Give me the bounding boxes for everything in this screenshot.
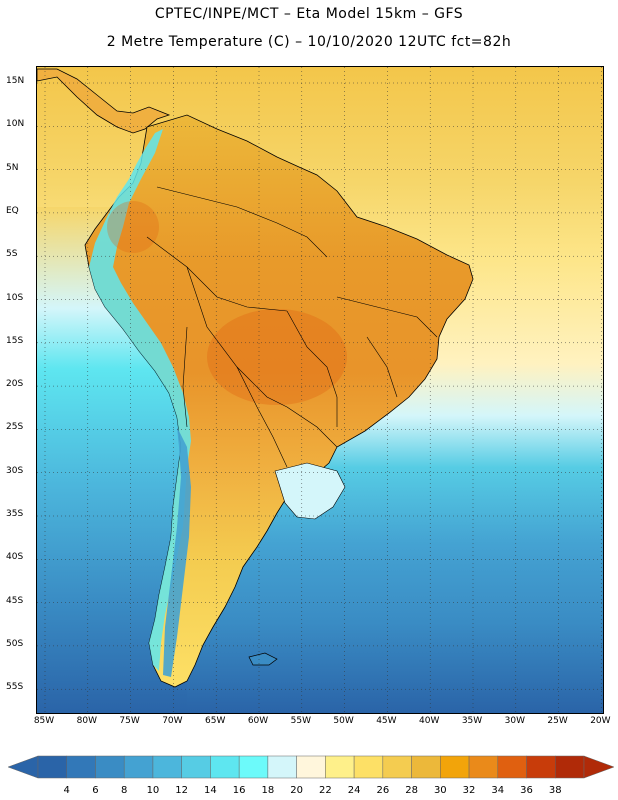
latitude-label: 10S [6,292,24,303]
latitude-label: 45S [6,595,24,606]
map-subtitle: 2 Metre Temperature (C) – 10/10/2020 12U… [106,34,512,50]
legend-level-label: 4 [63,785,70,796]
longitude-label: 40W [419,716,440,726]
legend-level-label: 18 [261,785,275,796]
legend-level-label: 38 [548,785,562,796]
latitude-label: 50S [6,638,24,649]
falkland-islands [248,652,278,666]
latitude-label: 5N [6,162,19,173]
longitude-label: 50W [333,716,354,726]
legend-color-box [411,755,441,779]
legend-color-box [468,755,499,779]
longitude-label: 20W [590,716,611,726]
legend-level-label: 20 [290,785,303,796]
longitude-label: 65W [205,716,226,726]
longitude-label: 60W [247,716,269,726]
latitude-label: 40S [6,552,24,563]
color-legend [8,755,614,779]
longitude-label: 75W [119,716,140,726]
country-borders [146,186,438,468]
longitude-label: 35W [461,716,483,726]
legend-color-box [123,755,154,779]
legend-level-label: 32 [462,785,476,796]
legend-level-label: 24 [347,785,361,796]
legend-over-triangle [583,755,614,779]
latitude-label: EQ [6,205,19,216]
longitude-label: 80W [76,716,97,726]
latitude-label: 30S [6,465,24,476]
legend-under-triangle [8,755,39,779]
legend-level-label: 26 [376,785,390,796]
legend-color-box [497,755,527,779]
legend-level-label: 30 [433,785,447,796]
hot-interior-region [207,309,347,405]
legend-color-box [152,755,182,779]
legend-color-box [296,755,326,779]
legend-level-label: 28 [405,785,418,796]
latitude-label: 15N [6,76,25,86]
temperature-map [37,67,603,713]
legend-level-label: 36 [520,785,533,796]
legend-level-label: 16 [232,785,246,796]
latitude-label: 55S [6,682,24,693]
legend-level-label: 14 [204,785,217,796]
legend-color-box [66,755,96,779]
rio-de-la-plata-cool-region [274,462,346,520]
map-frame [36,66,604,714]
longitude-label: 55W [290,716,311,726]
hot-northwest-region [107,201,159,253]
legend-color-box [353,755,384,779]
latitude-label: 35S [6,509,24,519]
central-america [37,68,171,134]
longitude-label: 45W [376,716,397,726]
longitude-label: 25W [547,716,568,726]
legend-color-box [440,755,470,779]
latitude-label: 25S [6,422,24,433]
legend-level-label: 12 [175,785,189,796]
longitude-label: 70W [162,716,183,726]
legend-color-box [95,755,125,779]
legend-color-box [210,755,240,779]
longitude-label: 85W [33,716,55,726]
southern-andes-cold-region [163,427,191,677]
longitude-label: 30W [504,716,525,726]
legend-level-label: 22 [318,785,332,796]
legend-color-box [267,755,297,779]
legend-color-box [238,755,269,779]
latitude-label: 10N [6,119,25,130]
latitude-label: 20S [6,379,24,390]
legend-color-box [526,755,556,779]
legend-color-box [37,755,67,779]
legend-level-label: 34 [491,785,505,796]
legend-color-box [555,755,585,779]
legend-color-box [382,755,412,779]
latitude-label: 5S [6,249,18,260]
map-title: CPTEC/INPE/MCT – Eta Model 15km – GFS [154,6,464,22]
legend-level-label: 10 [146,785,160,796]
legend-level-label: 6 [92,785,99,796]
latitude-label: 15S [6,335,24,346]
legend-color-box [325,755,355,779]
legend-color-box [181,755,211,779]
legend-level-label: 8 [121,785,128,796]
